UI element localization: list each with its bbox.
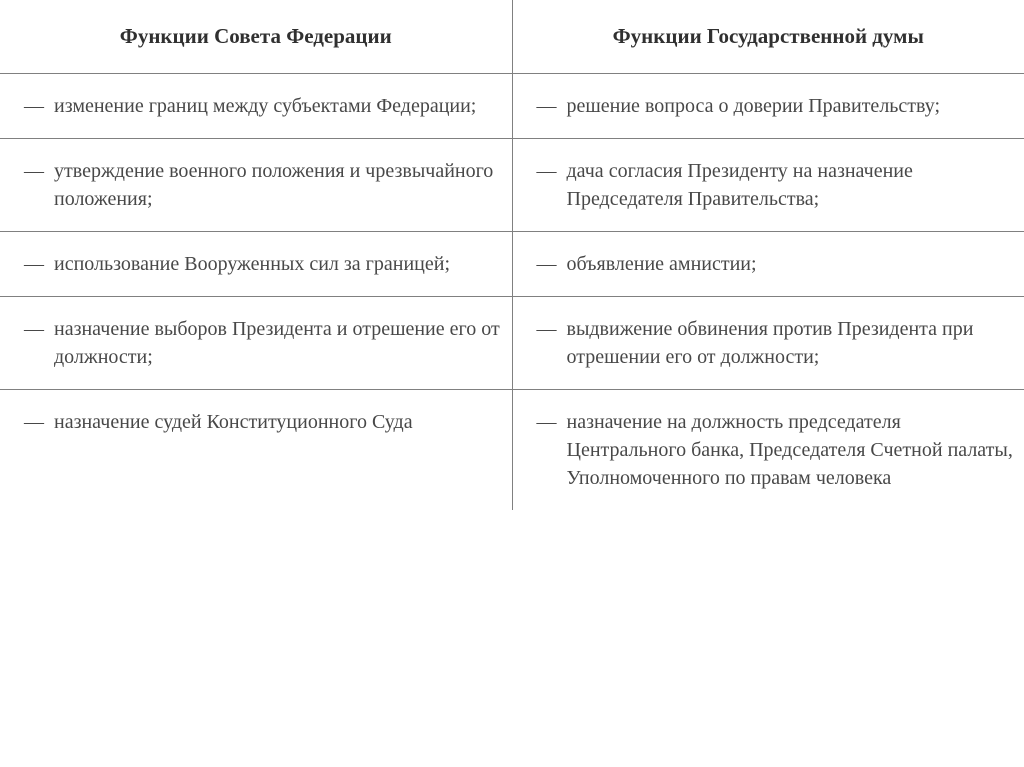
cell-text: использование Вооруженных сил за границе…	[52, 250, 502, 278]
header-right: Функции Государственной думы	[512, 0, 1024, 74]
cell-text: объявление амнистии;	[565, 250, 1015, 278]
cell-text: дача согласия Президенту на назначение П…	[565, 157, 1015, 213]
table-row: — изменение границ между субъек­тами Фед…	[0, 74, 1024, 139]
functions-table: Функции Совета Федерации Функции Государ…	[0, 0, 1024, 510]
table-header-row: Функции Совета Федерации Функции Государ…	[0, 0, 1024, 74]
dash-icon: —	[533, 157, 565, 185]
cell-text: решение вопроса о доверии Правительству;	[565, 92, 1015, 120]
dash-icon: —	[533, 315, 565, 343]
dash-icon: —	[533, 250, 565, 278]
cell-left: — утверждение военного положения и чрезв…	[0, 139, 512, 232]
dash-icon: —	[533, 92, 565, 120]
cell-text: утверждение военного положения и чрезвыч…	[52, 157, 502, 213]
cell-left: — изменение границ между субъек­тами Фед…	[0, 74, 512, 139]
cell-right: — назначение на должность пред­седателя …	[512, 390, 1024, 511]
table-row: — утверждение военного положения и чрезв…	[0, 139, 1024, 232]
header-left: Функции Совета Федерации	[0, 0, 512, 74]
table-row: — использование Вооруженных сил за грани…	[0, 232, 1024, 297]
cell-right: — выдвижение обвинения против Президента…	[512, 297, 1024, 390]
cell-left: — назначение судей Конституцион­ного Суд…	[0, 390, 512, 511]
dash-icon: —	[20, 408, 52, 436]
dash-icon: —	[20, 250, 52, 278]
table-row: — назначение судей Конституцион­ного Суд…	[0, 390, 1024, 511]
cell-right: — дача согласия Президенту на назначение…	[512, 139, 1024, 232]
cell-text: изменение границ между субъек­тами Федер…	[52, 92, 502, 120]
table-row: — назначение выборов Президента и отреше…	[0, 297, 1024, 390]
dash-icon: —	[20, 157, 52, 185]
dash-icon: —	[20, 315, 52, 343]
dash-icon: —	[533, 408, 565, 436]
dash-icon: —	[20, 92, 52, 120]
cell-text: назначение судей Конституцион­ного Суда	[52, 408, 502, 436]
cell-text: выдвижение обвинения против Президента п…	[565, 315, 1015, 371]
cell-right: — объявление амнистии;	[512, 232, 1024, 297]
cell-text: назначение выборов Президента и отрешени…	[52, 315, 502, 371]
cell-right: — решение вопроса о доверии Правительств…	[512, 74, 1024, 139]
cell-left: — использование Вооруженных сил за грани…	[0, 232, 512, 297]
cell-left: — назначение выборов Президента и отреше…	[0, 297, 512, 390]
cell-text: назначение на должность пред­седателя Це…	[565, 408, 1015, 492]
